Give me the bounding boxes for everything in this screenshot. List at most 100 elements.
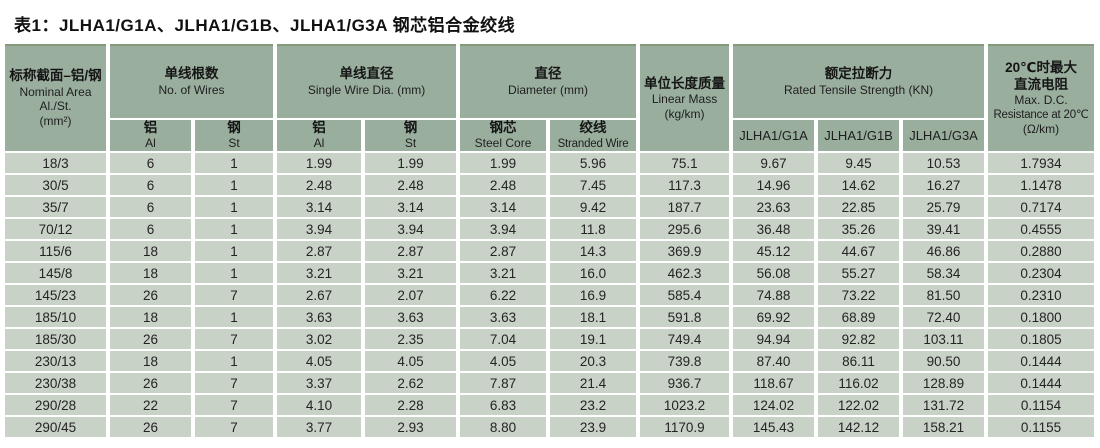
cell: 936.7 [640,373,730,394]
cell: 8.80 [460,417,547,438]
cell: 70/12 [5,219,106,240]
cell: 131.72 [903,395,985,416]
cell: 290/28 [5,395,106,416]
cell: 35/7 [5,197,106,218]
cell: 56.08 [733,263,815,284]
cell: 36.48 [733,219,815,240]
cell: 26 [110,285,191,306]
cell: 103.11 [903,329,985,350]
cell: 14.3 [550,241,637,262]
subheader-jlha1-g3a-label: JLHA1/G3A [909,127,978,143]
subheader-st-wires-zh: 钢 [227,120,241,135]
subheader-steel-core-zh: 钢芯 [489,120,517,135]
cell: 1 [195,175,274,196]
header-nominal-area-zh: 标称截面–铝/钢 [9,68,102,84]
cell: 26 [110,329,191,350]
table-row: 230/38 26 7 3.37 2.62 7.87 21.4 936.7 118.67 116.… [5,373,1095,394]
table-row: 185/30 26 7 3.02 2.35 7.04 19.1 749.4 94.94 92.82… [5,329,1095,350]
table-header: 标称截面–铝/钢 Nominal Area Al./St. (mm²) 单线根数… [5,44,1095,152]
cell: 0.1800 [988,307,1095,328]
cell: 14.62 [818,175,900,196]
subheader-st-dia-zh: 钢 [403,120,418,135]
page-title: 表1：JLHA1/G1A、JLHA1/G1B、JLHA1/G3A 钢芯铝合金绞线 [14,16,516,35]
cell: 2.87 [277,241,362,262]
cell: 90.50 [903,351,985,372]
cell: 185/30 [5,329,106,350]
cell: 55.27 [818,263,900,284]
subheader-st-wires: 钢 St [195,120,274,152]
header-resistance-zh1: 20℃时最大 [1005,60,1077,76]
cell: 0.2310 [988,285,1095,306]
cell: 1 [195,153,274,174]
header-single-wire-dia-en: Single Wire Dia. (mm) [307,82,426,97]
cell: 0.2304 [988,263,1095,284]
cell: 739.8 [640,351,730,372]
cell: 122.02 [818,395,900,416]
header-diameter-zh: 直径 [534,66,562,82]
cell: 3.77 [277,417,362,438]
header-resistance-en2: Resistance at 20℃ [993,109,1089,121]
subheader-steel-core-en: Steel Core [474,136,532,151]
cell: 3.14 [365,197,457,218]
cell: 290/45 [5,417,106,438]
cell: 158.21 [903,417,985,438]
header-sub-row: 铝 Al 钢 St 铝 Al 钢 St 钢芯 Steel Core [5,120,1094,152]
cell: 230/13 [5,351,106,372]
table-row: 230/13 18 1 4.05 4.05 4.05 20.3 739.8 87.40 86.11… [5,351,1095,372]
cell: 92.82 [818,329,900,350]
cell: 187.7 [640,197,730,218]
cell: 1 [195,351,274,372]
table-row: 18/3 6 1 1.99 1.99 1.99 5.96 75.1 9.67 9.45 10.53 1… [5,153,1095,174]
table-row: 145/8 18 1 3.21 3.21 3.21 16.0 462.3 56.08 55.27 5… [5,263,1095,284]
cell: 3.14 [460,197,547,218]
cell: 87.40 [733,351,815,372]
cell: 3.63 [277,307,362,328]
header-linear-mass-zh: 单位长度质量 [644,75,726,91]
cell: 26 [110,417,191,438]
cell: 3.21 [460,263,547,284]
cell: 44.67 [818,241,900,262]
cell: 23.9 [550,417,637,438]
cell: 1023.2 [640,395,730,416]
header-single-wire-dia: 单线直径 Single Wire Dia. (mm) [277,44,457,118]
cell: 19.1 [550,329,637,350]
cell: 68.89 [818,307,900,328]
table-row: 115/6 18 1 2.87 2.87 2.87 14.3 369.9 45.12 44.67 4… [5,241,1095,262]
subheader-al-dia-zh: 铝 [312,120,326,135]
header-resistance-en3: (Ω/km) [1022,122,1060,137]
subheader-st-dia-en: St [404,136,417,151]
cell: 6 [110,175,191,196]
cell: 585.4 [640,285,730,306]
cell: 1 [195,197,274,218]
subheader-st-dia: 钢 St [365,120,457,152]
subheader-steel-core: 钢芯 Steel Core [460,120,547,152]
header-no-of-wires-en: No. of Wires [158,82,225,97]
cell: 7.04 [460,329,547,350]
cell: 5.96 [550,153,637,174]
cell: 185/10 [5,307,106,328]
cell: 23.2 [550,395,637,416]
cell: 9.45 [818,153,900,174]
cell: 2.48 [277,175,362,196]
header-nominal-area-en1: Nominal Area [19,84,92,99]
cell: 69.92 [733,307,815,328]
cell: 73.22 [818,285,900,306]
cell: 1.99 [365,153,457,174]
table-row: 35/7 6 1 3.14 3.14 3.14 9.42 187.7 23.63 22.85 25.… [5,197,1095,218]
header-linear-mass-en2: (kg/km) [664,106,705,121]
cell: 145/23 [5,285,106,306]
cell: 58.34 [903,263,985,284]
cell: 749.4 [640,329,730,350]
subheader-st-wires-en: St [228,136,240,151]
cell: 0.2880 [988,241,1095,262]
header-diameter: 直径 Diameter (mm) [460,44,637,118]
cell: 3.94 [277,219,362,240]
cell: 2.67 [277,285,362,306]
header-no-of-wires-zh: 单线根数 [164,66,219,82]
cell: 4.05 [460,351,547,372]
cell: 295.6 [640,219,730,240]
cell: 9.67 [733,153,815,174]
subheader-jlha1-g1b-label: JLHA1/G1B [824,127,893,143]
header-resistance-en1: Max. D.C. [1014,93,1068,108]
cell: 1.1478 [988,175,1095,196]
